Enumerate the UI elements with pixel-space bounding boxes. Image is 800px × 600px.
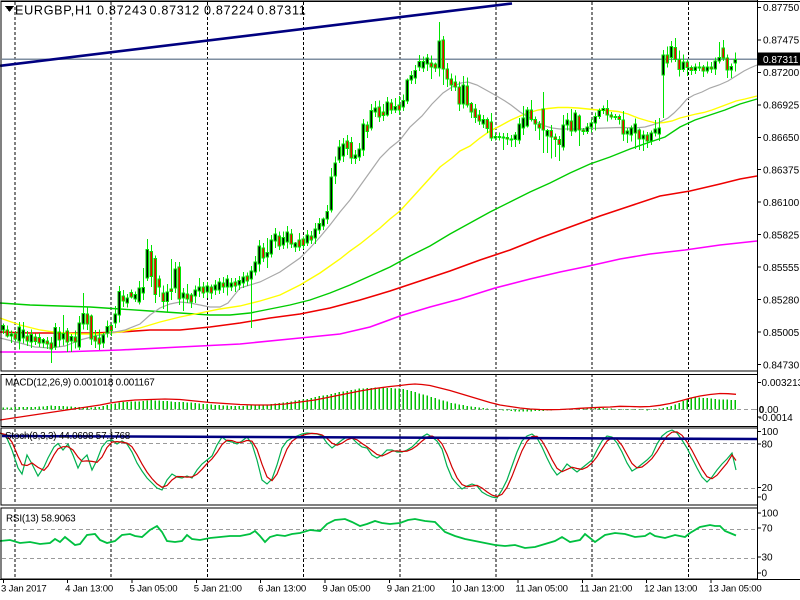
svg-text:20: 20 — [762, 483, 774, 494]
svg-text:4 Jan 13:00: 4 Jan 13:00 — [65, 584, 113, 595]
svg-text:9 Jan 21:00: 9 Jan 21:00 — [387, 584, 435, 595]
svg-text:0.86925: 0.86925 — [763, 101, 800, 112]
svg-text:3 Jan 2017: 3 Jan 2017 — [1, 584, 46, 595]
svg-text:0.87311: 0.87311 — [763, 55, 799, 66]
svg-text:0.87224: 0.87224 — [204, 4, 254, 18]
svg-text:0.87750: 0.87750 — [763, 3, 800, 14]
svg-text:0.85555: 0.85555 — [763, 263, 800, 274]
svg-text:0.87311: 0.87311 — [257, 4, 307, 18]
svg-text:EURGBP,H1: EURGBP,H1 — [15, 4, 92, 18]
svg-text:0.87312: 0.87312 — [150, 4, 200, 18]
svg-text:100: 100 — [762, 427, 779, 438]
svg-text:0.85280: 0.85280 — [763, 295, 800, 306]
svg-text:0.87243: 0.87243 — [97, 4, 147, 18]
svg-text:30: 30 — [762, 553, 774, 564]
svg-text:0.003213: 0.003213 — [762, 378, 800, 389]
svg-text:6 Jan 13:00: 6 Jan 13:00 — [258, 584, 306, 595]
svg-text:0.86100: 0.86100 — [763, 198, 800, 209]
svg-text:11 Jan 21:00: 11 Jan 21:00 — [580, 584, 632, 595]
svg-text:0.86650: 0.86650 — [763, 133, 800, 144]
svg-text:0.87475: 0.87475 — [763, 36, 800, 47]
svg-text:9 Jan 05:00: 9 Jan 05:00 — [322, 584, 370, 595]
svg-text:.00: .00 — [765, 405, 779, 416]
svg-text:11 Jan 05:00: 11 Jan 05:00 — [515, 584, 567, 595]
svg-text:70: 70 — [762, 524, 774, 535]
svg-text:5 Jan 05:00: 5 Jan 05:00 — [130, 584, 178, 595]
svg-text:0.85825: 0.85825 — [763, 230, 800, 241]
svg-text:0: 0 — [762, 569, 768, 580]
svg-text:0.86375: 0.86375 — [763, 165, 800, 176]
svg-text:0: 0 — [762, 493, 768, 504]
svg-text:5 Jan 21:00: 5 Jan 21:00 — [194, 584, 242, 595]
svg-text:Stoch(9,3,3) 44.0698 57.1768: Stoch(9,3,3) 44.0698 57.1768 — [5, 431, 131, 442]
svg-text:MACD(12,26,9) 0.001018 0.00116: MACD(12,26,9) 0.001018 0.001167 — [5, 378, 155, 389]
svg-text:12 Jan 13:00: 12 Jan 13:00 — [644, 584, 697, 595]
svg-text:-0.0014: -0.0014 — [759, 413, 793, 424]
svg-text:0: 0 — [759, 405, 765, 416]
svg-text:0.87200: 0.87200 — [763, 68, 800, 79]
svg-text:0.84730: 0.84730 — [763, 360, 800, 371]
svg-text:80: 80 — [762, 440, 774, 451]
svg-text:0.85005: 0.85005 — [763, 328, 800, 339]
svg-text:13 Jan 05:00: 13 Jan 05:00 — [708, 584, 761, 595]
svg-text:RSI(13) 58.9063: RSI(13) 58.9063 — [6, 514, 76, 525]
svg-text:10 Jan 13:00: 10 Jan 13:00 — [451, 584, 504, 595]
svg-text:100: 100 — [762, 509, 779, 520]
